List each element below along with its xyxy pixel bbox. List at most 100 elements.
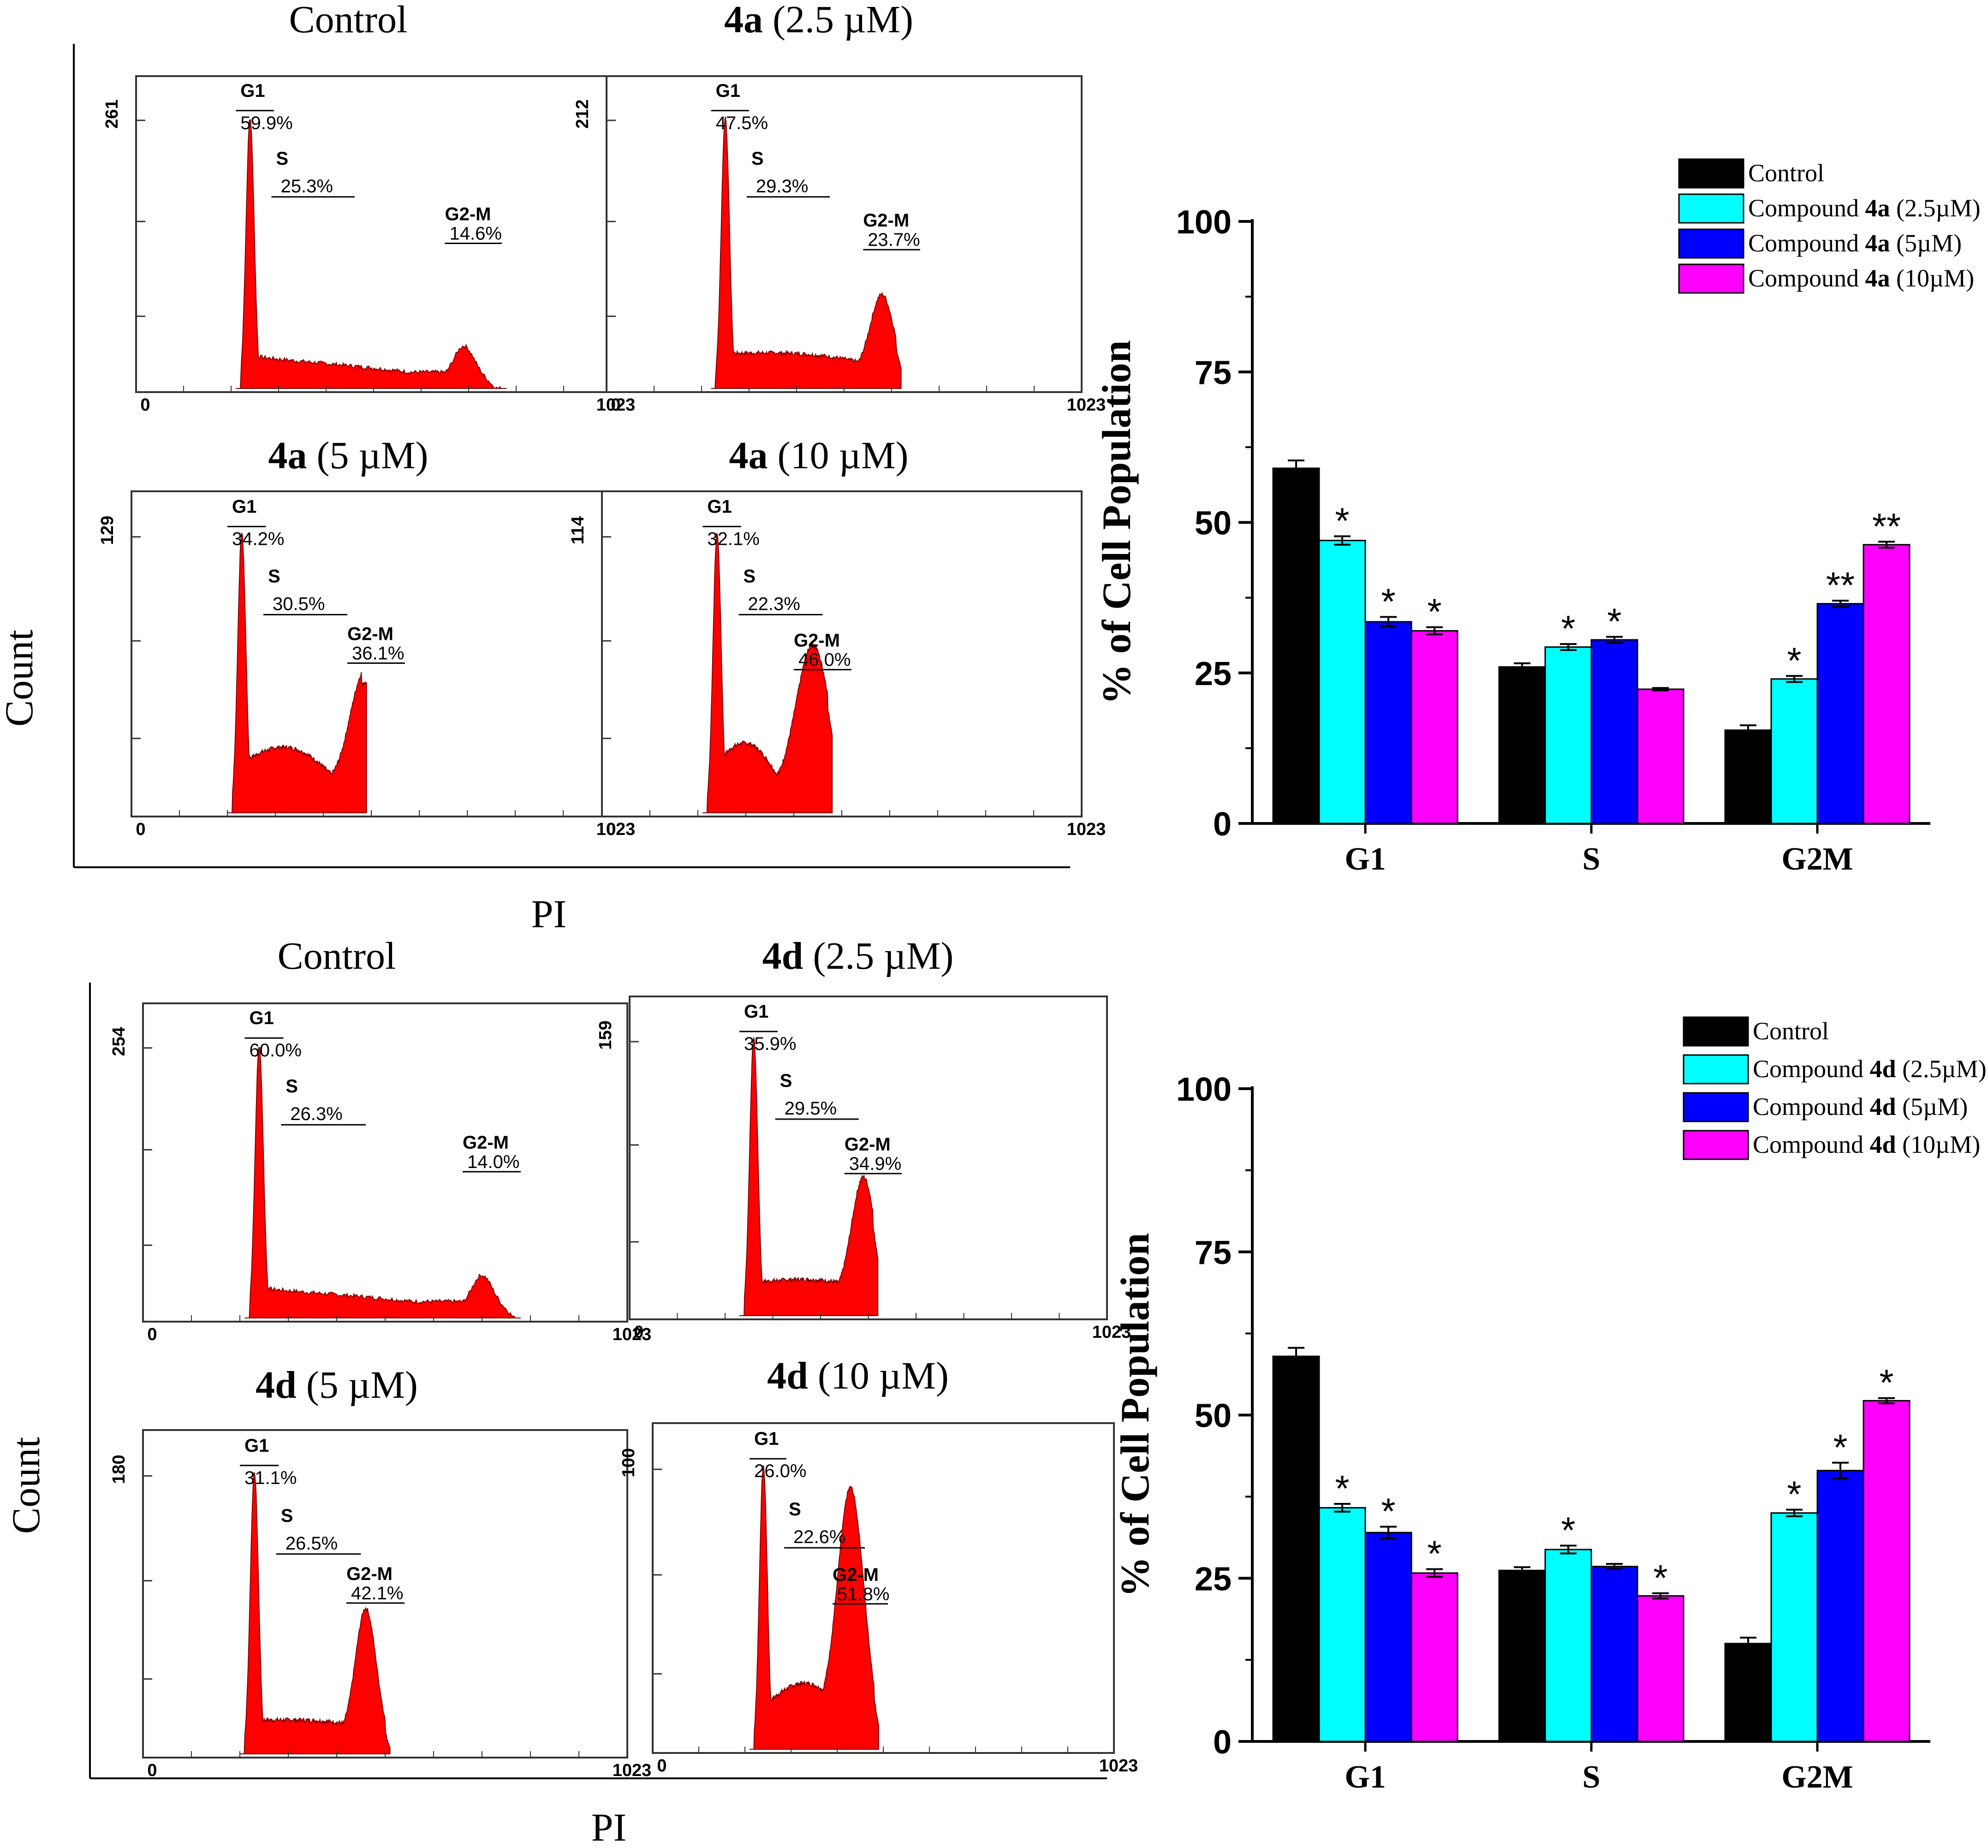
legend-label-prefix: Compound [1753,1055,1870,1083]
gate-pct-g1: 34.2% [232,529,284,549]
gate-name-s: S [780,1071,792,1091]
histogram-title-condition: (2.5 µM) [763,0,913,41]
histogram-x-min-label: 0 [657,1756,667,1776]
histogram-x-min-label: 0 [611,395,620,415]
legend-label-dose: (10µM) [1890,264,1975,292]
histogram-panel-title: 4a (5 µM) [268,434,428,477]
histogram-y-max-label: 129 [98,516,117,545]
histogram-panel-title: 4d (10 µM) [767,1354,949,1397]
legend-label-dose: (5µM) [1896,1093,1968,1121]
gate-name-s: S [743,566,756,586]
histogram-fill [750,1465,879,1750]
gate-name-g1: G1 [716,81,740,101]
legend-label: Compound 4d (2.5µM) [1753,1055,1987,1083]
gate-pct-g1: 26.0% [754,1461,806,1481]
gate-name-g1: G1 [744,1001,768,1022]
bar [1770,1512,1818,1742]
histogram-plot-box [652,1422,1115,1754]
bar [1272,467,1320,824]
legend-label-prefix: Compound [1748,264,1865,292]
histogram-title-condition: (5 µM) [307,434,428,477]
legend-label-prefix: Compound [1753,1093,1870,1121]
significance-mark: * [1607,601,1621,642]
bar-category-label: S [1583,1759,1601,1795]
legend-label-dose: (5µM) [1890,229,1962,257]
significance-mark: * [1653,1557,1667,1598]
bar-y-tick-label: 0 [1213,1724,1232,1761]
bar [1637,688,1684,824]
histogram-y-max-label: 100 [619,1448,638,1477]
gate-name-g2m: G2-M [463,1133,509,1153]
histogram-y-axis-label: Count [0,630,41,727]
bar [1770,678,1818,824]
legend-label: Compound 4a (2.5µM) [1748,194,1981,222]
bar-chart-2: 0 25 50 75 100 % of Cell Population G1 * * * S * * G2… [1113,1016,1987,1795]
legend-label: Compound 4d (5µM) [1753,1093,1968,1121]
bar-y-tick-label: 25 [1195,656,1232,692]
histogram-fill [227,531,367,813]
histogram-fill [240,1472,391,1754]
histogram-title-compound: 4d [256,1364,297,1407]
histogram-fill [702,533,833,813]
histogram-panel-title: 4d (5 µM) [256,1364,418,1407]
legend-label-name: Control [1748,159,1824,187]
gate-pct-s: 30.5% [273,594,325,614]
histogram-title-compound: 4a [268,434,307,477]
bar [1318,540,1366,824]
legend-label: Compound 4a (5µM) [1748,229,1962,257]
bar [1544,1549,1592,1742]
significance-mark: * [1879,1362,1893,1403]
significance-mark: * [1381,581,1395,622]
gate-pct-s: 22.6% [793,1527,845,1547]
histogram-x-axis-label: PI [591,1805,626,1848]
bar-category-label: G1 [1345,1759,1386,1795]
histogram-x-min-label: 0 [140,395,150,415]
bar [1544,646,1592,824]
histogram-y-max-label: 159 [596,1020,615,1049]
histogram-x-max-label: 1023 [596,395,636,415]
histogram-x-max-label: 1023 [1067,820,1106,839]
significance-mark: * [1381,1490,1395,1532]
histogram-plot-box [142,1002,628,1323]
histogram-x-max-label: 1023 [596,820,636,839]
legend-swatch [1678,228,1744,259]
legend-label-prefix: Compound [1753,1131,1870,1158]
histogram-title-condition: (10 µM) [768,434,908,477]
histogram-plot-box [135,75,612,393]
bar-category-label: G2M [1781,1759,1853,1795]
histogram-plot-box [606,75,1083,393]
bar [1498,1569,1546,1742]
legend-swatch [1683,1016,1749,1047]
histogram-panel-title: 4a (10 µM) [729,434,908,477]
histogram-title-compound: 4a [724,0,763,41]
gate-pct-g2m: 34.9% [849,1154,901,1174]
histogram-panel-title: 4d (2.5 µM) [762,935,954,978]
significance-mark: ** [1826,565,1855,606]
gate-pct-g2m: 51.8% [837,1584,889,1604]
gate-pct-g2m: 23.7% [868,230,920,250]
gate-pct-s: 29.3% [756,176,808,197]
gate-name-g1: G1 [707,496,732,517]
legend-label-dose: (2.5µM) [1890,194,1981,222]
histogram-title-condition: Control [289,0,408,41]
bar-category-label: G2M [1781,841,1853,877]
histogram-title-condition: (2.5 µM) [803,935,953,978]
gate-pct-g1: 35.9% [744,1034,796,1054]
gate-name-g1: G1 [244,1436,269,1456]
histogram-y-max-label: 212 [573,99,592,128]
bar [1411,630,1458,824]
bar-y-tick-label: 100 [1176,1071,1232,1108]
histogram-y-max-label: 254 [109,1027,129,1056]
legend-label-compound: 4d [1870,1131,1896,1158]
histogram-panel-title: Control [289,0,408,41]
significance-mark: * [1787,1474,1801,1515]
bar-y-tick-label: 50 [1195,505,1232,542]
bar-y-tick-label: 50 [1195,1398,1232,1435]
bar [1816,603,1864,824]
gate-pct-s: 26.5% [286,1533,338,1554]
legend-label-compound: 4a [1865,194,1890,222]
